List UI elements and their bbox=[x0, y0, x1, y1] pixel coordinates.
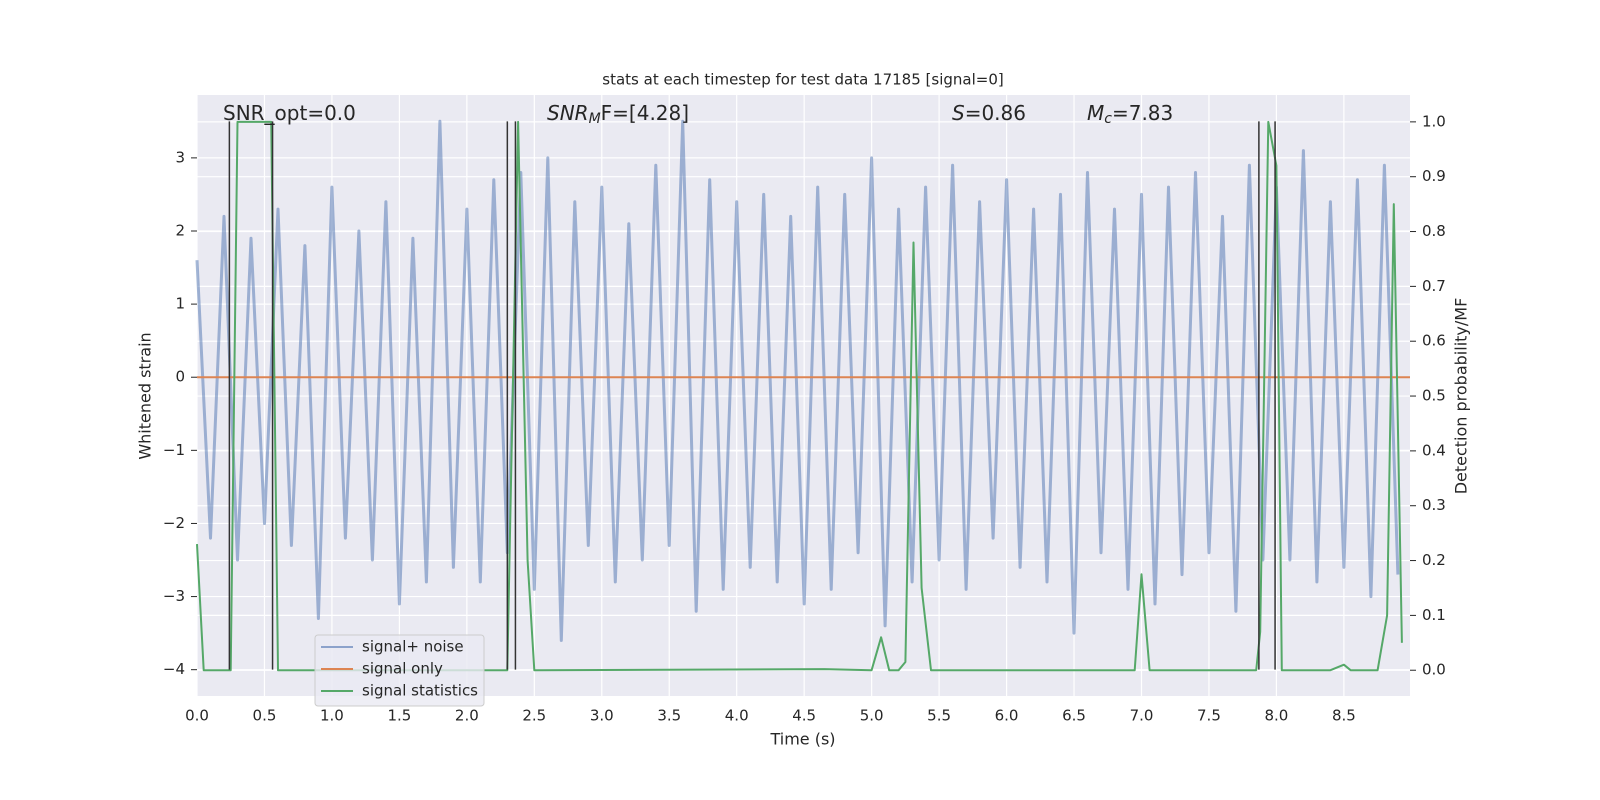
x-tick-label: 4.5 bbox=[792, 707, 816, 725]
series-line bbox=[196, 120, 1403, 672]
legend-box bbox=[314, 634, 485, 707]
series-line bbox=[195, 119, 1400, 642]
annotation-text: F=[4.28] bbox=[601, 101, 689, 125]
y2-tick-label: 0.7 bbox=[1422, 277, 1446, 295]
y-tick-label: −1 bbox=[163, 441, 185, 459]
annotation-subscript: c bbox=[1104, 111, 1112, 127]
x-tick-label: 8.0 bbox=[1264, 707, 1288, 725]
annotation: SNR_opt=0.0 bbox=[223, 101, 356, 125]
x-tick-label: 7.0 bbox=[1130, 707, 1154, 725]
x-tick-label: 0.5 bbox=[253, 707, 277, 725]
annotation-italic: S bbox=[952, 101, 965, 125]
y2-tick-label: 0.8 bbox=[1422, 222, 1446, 240]
annotation-text: =7.83 bbox=[1112, 101, 1173, 125]
y-tick-label: 2 bbox=[175, 221, 185, 239]
y-tick-label: −4 bbox=[163, 660, 185, 678]
y-axis-label: Whitened strain bbox=[136, 332, 155, 459]
y-tick-label: 1 bbox=[175, 295, 185, 313]
annotation-subscript: M bbox=[589, 111, 601, 127]
annotation: SNRMF=[4.28] bbox=[547, 101, 689, 128]
y-tick-label: −2 bbox=[163, 514, 185, 532]
y2-tick-label: 1.0 bbox=[1422, 112, 1446, 130]
y-tick-label: −3 bbox=[163, 587, 185, 605]
y2-tick-label: 0.9 bbox=[1422, 167, 1446, 185]
x-tick-label: 2.0 bbox=[455, 707, 479, 725]
y2-tick-label: 0.0 bbox=[1422, 661, 1446, 679]
x-tick-label: 3.0 bbox=[590, 707, 614, 725]
x-tick-label: 0.0 bbox=[185, 707, 209, 725]
y2-tick-label: 0.2 bbox=[1422, 551, 1446, 569]
annotation-text: SNR_opt=0.0 bbox=[223, 101, 356, 125]
x-tick-label: 8.5 bbox=[1332, 707, 1356, 725]
y-tick-label: 3 bbox=[175, 148, 185, 166]
x-axis-label: Time (s) bbox=[769, 730, 835, 749]
y-tick-label: 0 bbox=[175, 368, 185, 386]
y2-tick-label: 0.6 bbox=[1422, 332, 1446, 350]
annotation-italic: SNR bbox=[547, 101, 589, 125]
chart-title: stats at each timestep for test data 171… bbox=[602, 71, 1003, 89]
x-tick-label: 3.5 bbox=[657, 707, 681, 725]
x-tick-label: 1.0 bbox=[320, 707, 344, 725]
y2-axis-label: Detection probability/MF bbox=[1452, 298, 1471, 495]
x-tick-label: 1.5 bbox=[387, 707, 411, 725]
x-tick-label: 4.0 bbox=[725, 707, 749, 725]
x-tick-label: 6.5 bbox=[1062, 707, 1086, 725]
x-tick-label: 2.5 bbox=[522, 707, 546, 725]
x-tick-label: 6.0 bbox=[995, 707, 1019, 725]
y2-tick-label: 0.5 bbox=[1422, 387, 1446, 405]
legend-label: signal statistics bbox=[362, 682, 478, 700]
y2-tick-label: 0.3 bbox=[1422, 496, 1446, 514]
x-tick-label: 5.5 bbox=[927, 707, 951, 725]
x-tick-label: 7.5 bbox=[1197, 707, 1221, 725]
annotation: Mc=7.83 bbox=[1087, 101, 1173, 128]
annotation-italic: M bbox=[1087, 101, 1104, 125]
legend-label: signal only bbox=[362, 660, 443, 678]
x-tick-label: 5.0 bbox=[860, 707, 884, 725]
y2-tick-label: 0.1 bbox=[1422, 606, 1446, 624]
annotation: S=0.86 bbox=[952, 101, 1026, 125]
annotation-text: =0.86 bbox=[965, 101, 1026, 125]
y2-tick-label: 0.4 bbox=[1422, 441, 1446, 459]
legend-label: signal+ noise bbox=[362, 638, 464, 656]
